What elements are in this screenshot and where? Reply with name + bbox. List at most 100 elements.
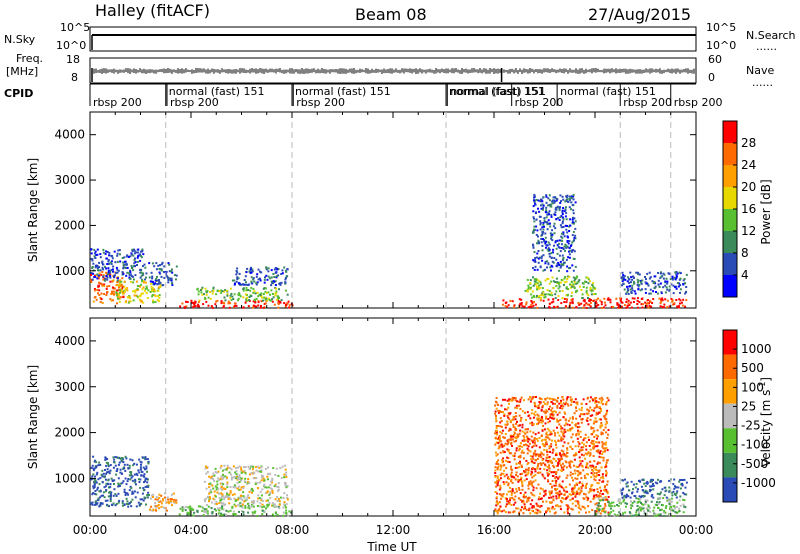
power-cell (560, 232, 563, 235)
power-cell (600, 303, 603, 306)
velocity-cell (559, 492, 562, 495)
velocity-cell (173, 498, 176, 501)
velocity-cell (623, 495, 626, 498)
velocity-cell (582, 439, 585, 442)
velocity-cell (278, 503, 281, 506)
velocity-cell (533, 494, 536, 497)
velocity-cell (564, 419, 567, 422)
velocity-cell (607, 511, 610, 514)
power-cell (142, 292, 145, 295)
velocity-cell (223, 513, 226, 516)
power-cell (116, 281, 119, 283)
velocity-cell (155, 496, 158, 499)
velocity-cell (546, 450, 549, 453)
power-cell (257, 304, 260, 307)
velocity-cell (640, 501, 642, 504)
velocity-cell (574, 494, 577, 497)
power-cell (97, 277, 100, 279)
velocity-cell (506, 460, 509, 463)
velocity-cell (679, 495, 682, 498)
velocity-cell (206, 466, 209, 469)
power-cell (537, 261, 540, 264)
velocity-cell (130, 500, 132, 503)
power-cell (547, 250, 550, 253)
velocity-cell (498, 488, 501, 491)
velocity-cell (600, 422, 603, 424)
velocity-cell (275, 505, 278, 508)
velocity-cell (529, 396, 531, 398)
velocity-cell (556, 413, 559, 416)
velocity-cell (511, 438, 514, 441)
power-cell (101, 266, 104, 269)
velocity-cell (563, 511, 566, 514)
velocity-cell (215, 488, 218, 491)
velocity-cell (517, 424, 520, 427)
velocity-cell (542, 462, 545, 465)
velocity-cell (499, 430, 502, 433)
velocity-cell (644, 489, 647, 492)
colorbar-tick-label: 1000 (741, 342, 772, 356)
velocity-cell (662, 497, 665, 500)
power-cell (549, 225, 552, 228)
power-cell (676, 282, 679, 284)
power-cell (148, 276, 151, 279)
velocity-cell (520, 480, 523, 482)
power-cell (158, 300, 161, 303)
power-cell (631, 275, 634, 278)
velocity-cell (222, 487, 225, 490)
velocity-cell (106, 458, 109, 460)
velocity-cell (595, 441, 598, 444)
velocity-cell (285, 503, 288, 506)
velocity-cell (146, 496, 149, 499)
velocity-cell (499, 468, 502, 471)
velocity-cell (261, 503, 264, 506)
velocity-cell (577, 441, 580, 443)
velocity-cell (522, 507, 525, 510)
velocity-cell (636, 490, 639, 493)
velocity-cell (130, 505, 133, 508)
velocity-cell (569, 499, 572, 502)
power-cell (122, 267, 125, 270)
velocity-cell (677, 510, 680, 513)
velocity-cell (285, 506, 288, 509)
velocity-cell (559, 425, 562, 428)
velocity-cell (213, 498, 216, 501)
power-cell (532, 284, 535, 287)
power-cell (534, 203, 537, 206)
velocity-cell (528, 508, 531, 511)
power-cell (96, 277, 99, 280)
velocity-cell (260, 469, 263, 472)
velocity-cell (552, 429, 555, 432)
xtick-label: 04:00 (174, 523, 209, 537)
power-cell (119, 285, 122, 288)
power-cell (133, 252, 136, 255)
velocity-cell (240, 466, 243, 469)
velocity-cell (142, 474, 145, 477)
power-cell (652, 282, 655, 285)
velocity-cell (538, 454, 541, 457)
power-cell (135, 294, 138, 297)
power-cell (623, 304, 626, 306)
power-cell (554, 200, 557, 203)
power-cell (233, 293, 236, 296)
power-cell (540, 199, 543, 201)
power-cell (583, 300, 586, 303)
velocity-cell (635, 513, 638, 516)
power-cell (205, 291, 208, 294)
velocity-cell (600, 489, 602, 492)
velocity-cell (643, 491, 646, 494)
velocity-cell (644, 491, 647, 494)
velocity-cell (546, 434, 549, 437)
velocity-cell (239, 502, 241, 505)
power-cell (548, 194, 551, 197)
velocity-cell (603, 442, 606, 445)
velocity-cell (495, 431, 498, 434)
power-cell (560, 265, 562, 268)
velocity-cell (530, 398, 533, 401)
power-cell (121, 277, 124, 280)
velocity-cell (575, 406, 578, 409)
velocity-cell (90, 502, 93, 505)
velocity-cell (569, 466, 572, 469)
velocity-cell (521, 426, 524, 429)
power-cell (171, 268, 173, 271)
